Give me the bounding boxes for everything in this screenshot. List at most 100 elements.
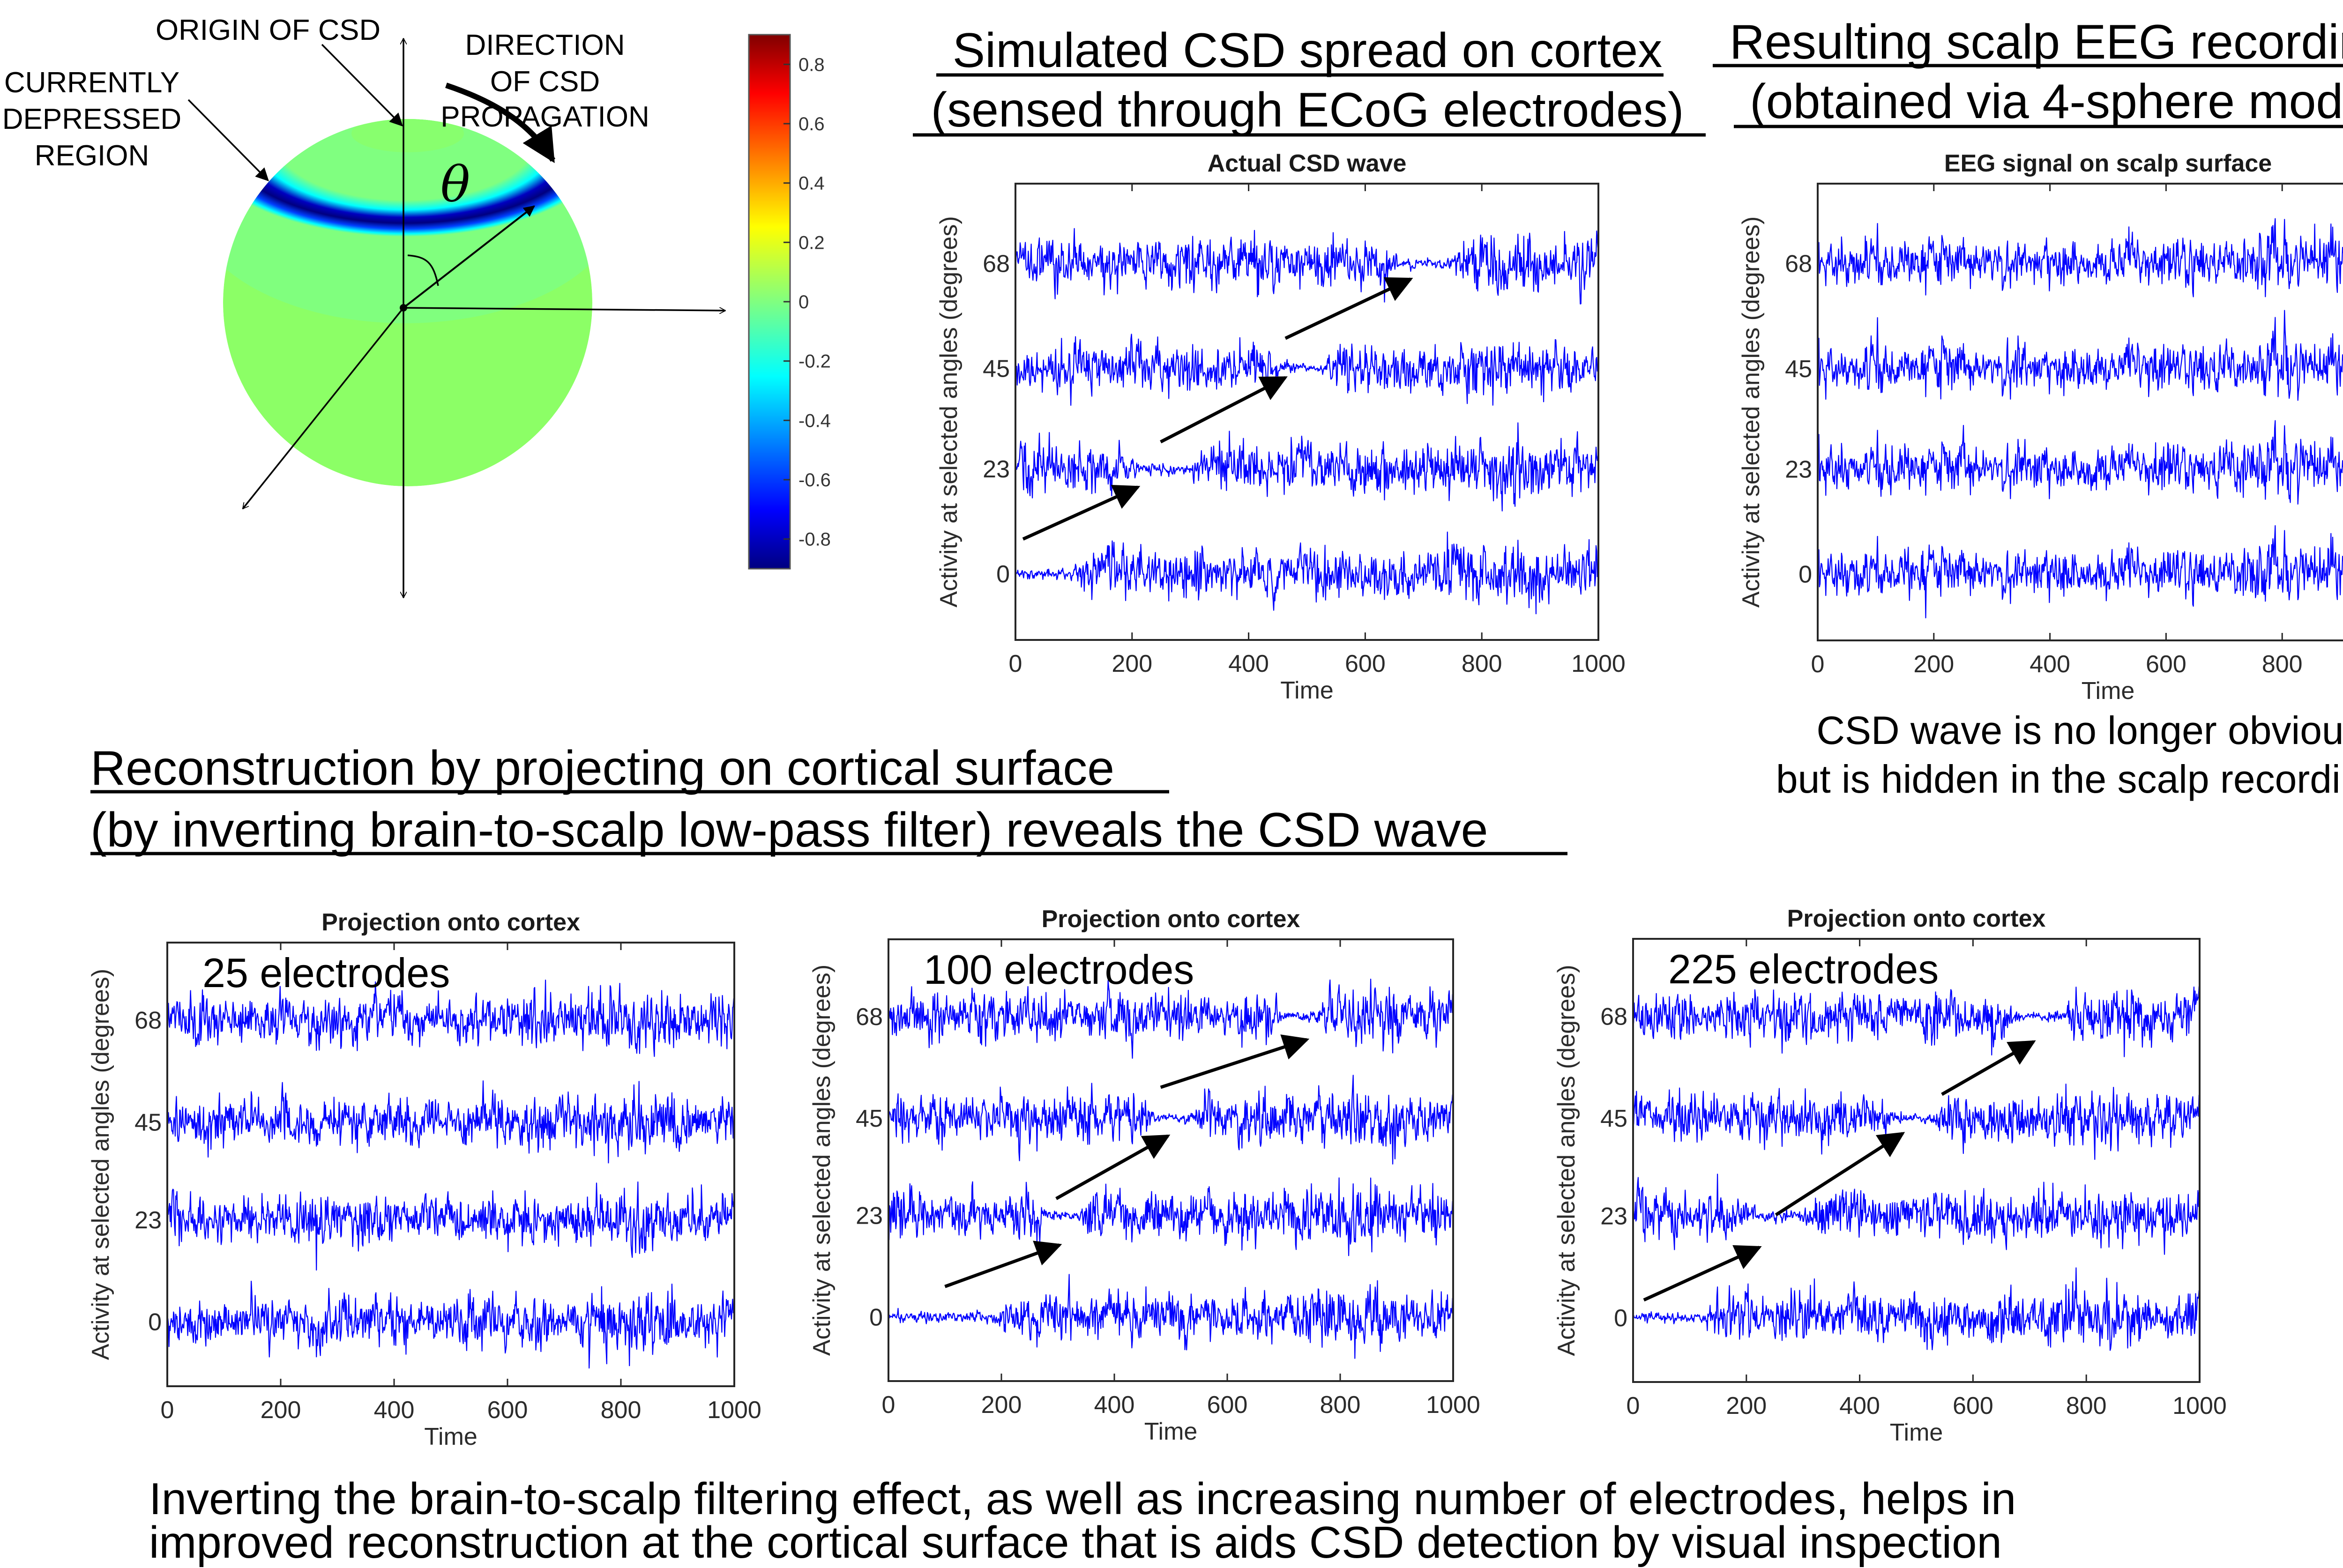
- sphere-origin-dot: [400, 304, 407, 312]
- x-tick-label: 600: [1953, 1392, 1993, 1419]
- heading-reconstruction: Reconstruction by projecting on cortical…: [90, 741, 1567, 857]
- x-axis-label: Time: [1144, 1418, 1198, 1445]
- axes-frame: [1817, 183, 2343, 641]
- x-tick-label: 600: [487, 1397, 528, 1424]
- csd-propagation-arrow: [1160, 376, 1288, 444]
- heading-simulated-line-2: (sensed through ECoG electrodes): [931, 83, 1684, 137]
- heading-reconstruction-line-2: (by inverting brain-to-scalp low-pass fi…: [90, 803, 1488, 857]
- csd-propagation-arrow: [1941, 1040, 2036, 1096]
- y-axis-label: Activity at selected angles (degrees): [935, 216, 963, 607]
- heading-scalp-line-2: (obtained via 4-sphere model): [1750, 74, 2343, 129]
- y-tick-label: 68: [134, 1007, 162, 1034]
- trace-45-degrees: [1632, 1084, 2201, 1160]
- bottom-caption-line-2: improved reconstruction at the cortical …: [149, 1517, 2002, 1568]
- x-tick-label: 600: [1345, 650, 1386, 677]
- heading-scalp: Resulting scalp EEG recordings (obtained…: [1713, 15, 2343, 129]
- x-tick-label: 1000: [2172, 1392, 2227, 1419]
- chart-title: Projection onto cortex: [321, 909, 580, 936]
- trace-23-degrees: [888, 1177, 1454, 1256]
- chart-actual: Actual CSD wave 0 200 400 600 800 1000 0 23 45 68 T…: [935, 150, 1626, 704]
- axes-frame: [888, 938, 1454, 1382]
- y-axis-label: Activity at selected angles (degrees): [1738, 216, 1765, 608]
- heading-simulated: Simulated CSD spread on cortex (sensed t…: [913, 23, 1706, 137]
- y-axis-label: Activity at selected angles (degrees): [87, 969, 114, 1360]
- scalp-note: CSD wave is no longer obvious but is hid…: [1776, 708, 2343, 801]
- y-tick-label: 23: [1600, 1203, 1627, 1230]
- chart-title: Actual CSD wave: [1208, 150, 1407, 177]
- colorbar-tick-label: -0.4: [798, 410, 831, 431]
- y-tick-label: 0: [1798, 561, 1812, 588]
- depressed-pointer-arrow: [187, 99, 269, 181]
- x-tick-label: 800: [1462, 650, 1502, 677]
- x-tick-label: 600: [1207, 1391, 1248, 1419]
- trace-45-degrees: [166, 1080, 735, 1164]
- x-tick-label: 1000: [707, 1397, 761, 1424]
- heading-scalp-line-1: Resulting scalp EEG recordings: [1730, 15, 2343, 69]
- x-tick-label: 0: [882, 1391, 895, 1419]
- trace-0-degrees: [1632, 1267, 2201, 1351]
- y-tick-label: 68: [856, 1003, 883, 1031]
- x-axis-label: Time: [1280, 677, 1334, 704]
- x-tick-label: 200: [981, 1391, 1022, 1419]
- y-tick-label: 45: [983, 355, 1010, 382]
- colorbar-tick-label: 0.8: [798, 54, 825, 75]
- direction-label-line-2: OF CSD: [490, 66, 600, 98]
- trace-0-degrees: [1817, 525, 2343, 618]
- heading-simulated-line-1: Simulated CSD spread on cortex: [953, 23, 1663, 78]
- x-tick-label: 0: [1009, 650, 1022, 677]
- scalp-note-line-2: but is hidden in the scalp recordings: [1776, 757, 2343, 801]
- y-tick-label: 23: [983, 456, 1010, 483]
- x-tick-label: 200: [1913, 651, 1954, 678]
- colorbar-tick-label: -0.2: [798, 351, 831, 372]
- y-tick-label: 45: [1785, 356, 1812, 383]
- csd-propagation-arrow: [1775, 1132, 1905, 1217]
- y-tick-label: 23: [856, 1202, 883, 1229]
- x-tick-label: 600: [2146, 651, 2186, 678]
- y-tick-label: 0: [996, 561, 1010, 588]
- colorbar-tick-label: -0.6: [798, 470, 831, 490]
- colorbar-tick-label: 0.4: [798, 173, 825, 194]
- chart-title: EEG signal on scalp surface: [1944, 150, 2272, 177]
- electrode-count-label: 225 electrodes: [1668, 946, 1939, 992]
- csd-propagation-arrow: [1022, 485, 1141, 541]
- electrode-count-label: 25 electrodes: [202, 950, 450, 996]
- x-axis-label: Time: [1890, 1419, 1943, 1446]
- propagation-direction-arrow: [445, 82, 556, 163]
- y-tick-label: 45: [1600, 1105, 1627, 1132]
- x-tick-label: 400: [2030, 651, 2070, 678]
- csd-propagation-arrow: [944, 1241, 1062, 1288]
- depressed-label-line-1: CURRENTLY: [4, 67, 179, 99]
- theta-symbol: θ: [440, 156, 470, 213]
- trace-23-degrees: [1632, 1174, 2201, 1255]
- colorbar-tick-label: 0.6: [798, 114, 825, 134]
- trace-0-degrees: [166, 1280, 735, 1369]
- heading-reconstruction-line-1: Reconstruction by projecting on cortical…: [90, 741, 1114, 795]
- direction-label-line-3: PROPAGATION: [440, 101, 649, 133]
- x-tick-label: 400: [374, 1397, 415, 1424]
- x-tick-label: 400: [1094, 1391, 1135, 1419]
- y-axis-label: Activity at selected angles (degrees): [1553, 965, 1580, 1356]
- trace-68-degrees: [1632, 986, 2201, 1057]
- y-axis-label: Activity at selected angles (degrees): [808, 965, 836, 1356]
- bottom-caption-line-1: Inverting the brain-to-scalp filtering e…: [149, 1474, 2016, 1524]
- y-tick-label: 68: [983, 250, 1010, 277]
- axes-frame: [1015, 183, 1599, 641]
- depressed-label-line-2: DEPRESSED: [2, 103, 181, 135]
- trace-68-degrees: [888, 979, 1454, 1059]
- trace-23-degrees: [1817, 420, 2343, 505]
- axes-frame: [166, 942, 735, 1387]
- y-tick-label: 0: [869, 1304, 883, 1331]
- y-tick-label: 68: [1600, 1003, 1627, 1031]
- chart-eeg: EEG signal on scalp surface 0 200 400 600 800…: [1738, 150, 2343, 705]
- trace-45-degrees: [888, 1075, 1454, 1165]
- x-tick-label: 1000: [1426, 1391, 1480, 1419]
- csd-propagation-arrow: [1284, 277, 1413, 340]
- x-tick-label: 0: [161, 1397, 174, 1424]
- theta-angle-arc: [407, 254, 439, 286]
- csd-propagation-arrow: [1160, 1034, 1310, 1089]
- y-tick-label: 23: [1785, 456, 1812, 483]
- csd-propagation-arrow: [1643, 1245, 1762, 1302]
- trace-68-degrees: [1817, 218, 2343, 297]
- x-tick-label: 400: [1228, 650, 1269, 677]
